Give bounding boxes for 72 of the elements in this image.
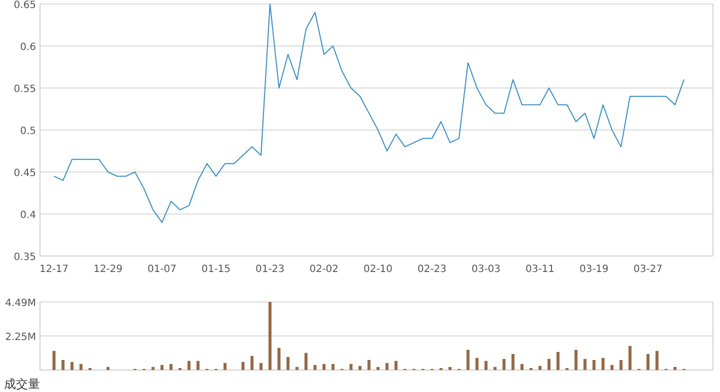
bar (520, 364, 524, 370)
bar (376, 366, 380, 370)
bar (610, 365, 614, 370)
bar (170, 364, 172, 370)
bar (296, 366, 298, 370)
bar (332, 364, 334, 370)
bar (592, 360, 596, 370)
bar (484, 360, 488, 370)
bar (304, 352, 308, 370)
bar (656, 350, 658, 370)
bar (260, 363, 262, 370)
bar (188, 360, 190, 370)
y-tick-label: 2.25M (5, 332, 36, 343)
y-tick-label: 0.55 (14, 84, 36, 95)
bar (556, 352, 560, 370)
bar (80, 364, 82, 370)
bar (512, 354, 514, 370)
x-tick-label: 12-29 (93, 264, 123, 275)
bar (242, 362, 244, 370)
x-tick-label: 02-02 (309, 264, 339, 275)
bar (494, 366, 496, 370)
bar (476, 358, 478, 370)
bar (538, 366, 542, 370)
x-tick-label: 02-10 (363, 264, 393, 275)
x-tick-label: 03-03 (471, 264, 501, 275)
bar (466, 350, 470, 370)
bar (250, 356, 254, 370)
x-tick-label: 12-17 (39, 264, 69, 275)
x-tick-label: 03-19 (579, 264, 609, 275)
bar (278, 348, 280, 370)
bar (106, 366, 110, 370)
y-tick-label: 0.65 (14, 0, 36, 11)
x-tick-label: 03-11 (525, 264, 555, 275)
bar (548, 358, 550, 370)
bar (350, 364, 352, 370)
x-tick-label: 01-23 (255, 264, 285, 275)
bar (62, 360, 64, 370)
y-tick-label: 0.4 (20, 210, 36, 221)
bar (628, 346, 632, 370)
y-tick-label: 0.35 (14, 252, 36, 263)
bar (152, 366, 154, 370)
bar (502, 358, 506, 370)
x-tick-label: 02-23 (417, 264, 447, 275)
x-tick-label: 01-07 (147, 264, 177, 275)
bar (358, 366, 362, 370)
bar (674, 366, 676, 370)
line-series (54, 4, 684, 223)
y-tick-label: 0.5 (20, 126, 36, 137)
y-tick-label: 4.49M (5, 298, 36, 309)
bar (368, 360, 370, 370)
x-tick-label: 01-15 (201, 264, 231, 275)
bar (322, 364, 326, 370)
bar (224, 363, 226, 370)
bar (160, 365, 164, 370)
bar (394, 360, 398, 370)
bar (574, 350, 578, 370)
bar (196, 360, 200, 370)
bar (70, 362, 74, 370)
bar (646, 354, 650, 370)
bar (602, 358, 604, 370)
bar (286, 356, 290, 370)
bar (268, 302, 272, 370)
y-tick-label: 0.6 (20, 42, 36, 53)
bar (386, 363, 388, 370)
x-axis-title: 成交量 (4, 377, 40, 391)
bar (448, 366, 452, 370)
bar (620, 360, 622, 370)
x-tick-label: 03-27 (633, 264, 663, 275)
bar (584, 358, 586, 370)
bar (314, 365, 316, 370)
y-tick-label: 0.45 (14, 168, 36, 179)
bar (52, 350, 56, 370)
